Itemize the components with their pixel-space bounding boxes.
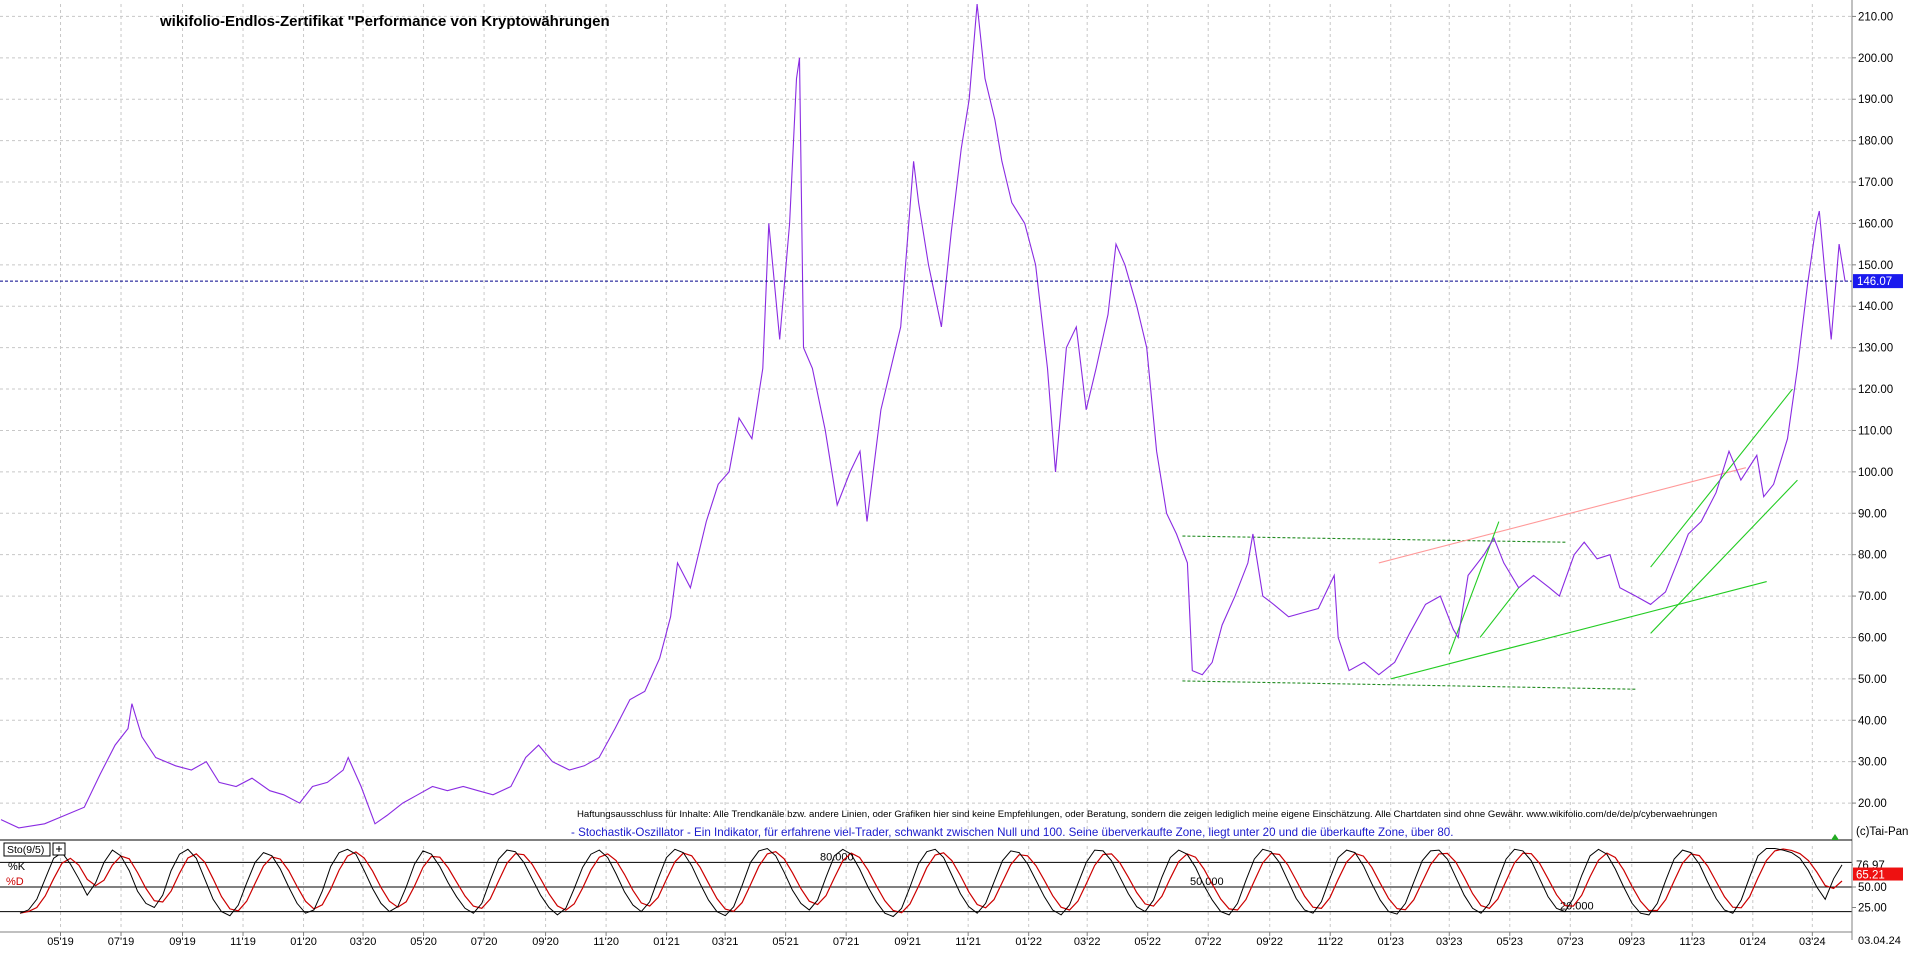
x-tick-label: 03'22 [1074, 936, 1101, 948]
chart-title: wikifolio-Endlos-Zertifikat "Performance… [159, 13, 610, 30]
price-tick-label: 60.00 [1858, 632, 1887, 644]
x-tick-label: 01'22 [1015, 936, 1042, 948]
x-tick-label: 03'21 [712, 936, 739, 948]
disclaimer-text: Haftungsausschluss für Inhalte: Alle Tre… [577, 809, 1717, 820]
stoch-reference-label: 20.000 [1560, 901, 1594, 913]
x-tick-label: 03'23 [1436, 936, 1463, 948]
x-tick-label: 05'23 [1496, 936, 1523, 948]
price-tick-label: 40.00 [1858, 715, 1887, 727]
x-tick-label: 03'24 [1799, 936, 1826, 948]
price-tick-label: 110.00 [1858, 425, 1892, 437]
price-series-line [0, 3, 1846, 829]
x-tick-label: 01'20 [290, 936, 317, 948]
channel-line [1182, 680, 1636, 690]
stoch-tick-label: 25.00 [1858, 903, 1887, 915]
x-tick-label: 07'21 [833, 936, 860, 948]
x-tick-label: 01'23 [1377, 936, 1404, 948]
x-tick-label: 09'23 [1618, 936, 1645, 948]
stochastic-note: - Stochastik-Oszillator - Ein Indikator,… [571, 826, 1453, 839]
price-tick-label: 50.00 [1858, 674, 1887, 686]
legend-d-label: %D [6, 876, 24, 888]
price-tick-label: 150.00 [1858, 260, 1893, 272]
x-tick-label: 11'22 [1317, 936, 1343, 948]
price-tick-label: 170.00 [1858, 177, 1893, 189]
price-tick-label: 20.00 [1858, 798, 1887, 810]
price-tick-label: 210.00 [1858, 11, 1893, 23]
x-tick-label: 05'20 [410, 936, 437, 948]
x-axis-end-label: 03.04.24 [1858, 935, 1901, 947]
x-tick-label: 07'20 [471, 936, 498, 948]
price-tick-label: 120.00 [1858, 384, 1893, 396]
trend-line [1650, 479, 1798, 634]
x-tick-label: 11'21 [955, 936, 981, 948]
price-tick-label: 70.00 [1858, 591, 1887, 603]
price-tick-label: 130.00 [1858, 343, 1893, 355]
x-tick-label: 11'23 [1679, 936, 1705, 948]
x-tick-label: 07'19 [108, 936, 135, 948]
x-tick-label: 05'21 [772, 936, 799, 948]
trend-line [1650, 388, 1793, 568]
stoch-tick-label: 50.00 [1858, 882, 1887, 894]
stoch-k-line [19, 847, 1843, 918]
stoch-reference-label: 50.000 [1190, 876, 1224, 888]
scroll-up-arrow-icon[interactable] [1831, 834, 1839, 840]
price-tick-label: 160.00 [1858, 218, 1893, 230]
stoch-d-badge [1853, 867, 1903, 881]
price-tick-label: 200.00 [1858, 53, 1893, 65]
price-tick-label: 140.00 [1858, 301, 1893, 313]
x-tick-label: 09'19 [169, 936, 196, 948]
trend-line [1479, 587, 1520, 638]
x-tick-label: 09'22 [1256, 936, 1283, 948]
channel-line [1182, 535, 1568, 543]
legend-k-label: %K [8, 861, 26, 873]
x-tick-label: 07'23 [1557, 936, 1584, 948]
stoch-reference-label: 80.000 [820, 851, 854, 863]
x-tick-label: 11'20 [593, 936, 619, 948]
x-tick-label: 07'22 [1195, 936, 1222, 948]
x-tick-label: 09'21 [894, 936, 921, 948]
price-tick-label: 180.00 [1858, 136, 1893, 148]
price-tick-label: 30.00 [1858, 757, 1887, 769]
current-price-badge [1853, 274, 1903, 289]
price-tick-label: 80.00 [1858, 550, 1887, 562]
x-tick-label: 01'21 [653, 936, 680, 948]
x-tick-label: 05'22 [1134, 936, 1161, 948]
trend-line [1378, 467, 1746, 564]
x-tick-label: 09'20 [532, 936, 559, 948]
stoch-d-badge-label: 65.21 [1856, 870, 1885, 882]
stoch-d-line [19, 848, 1843, 914]
x-tick-label: 11'19 [230, 936, 256, 948]
stoch-indicator-box[interactable] [3, 842, 51, 857]
x-tick-label: 03'20 [350, 936, 377, 948]
price-tick-label: 100.00 [1858, 467, 1893, 479]
price-tick-label: 90.00 [1858, 508, 1887, 520]
x-tick-label: 05'19 [47, 936, 74, 948]
price-tick-label: 190.00 [1858, 94, 1893, 106]
copyright-label: (c)Tai-Pan [1856, 826, 1908, 838]
trend-line [1390, 581, 1767, 680]
stoch-indicator-label: Sto(9/5) [7, 844, 44, 856]
current-price-badge-label: 146.07 [1857, 276, 1892, 288]
x-tick-label: 01'24 [1740, 936, 1767, 948]
